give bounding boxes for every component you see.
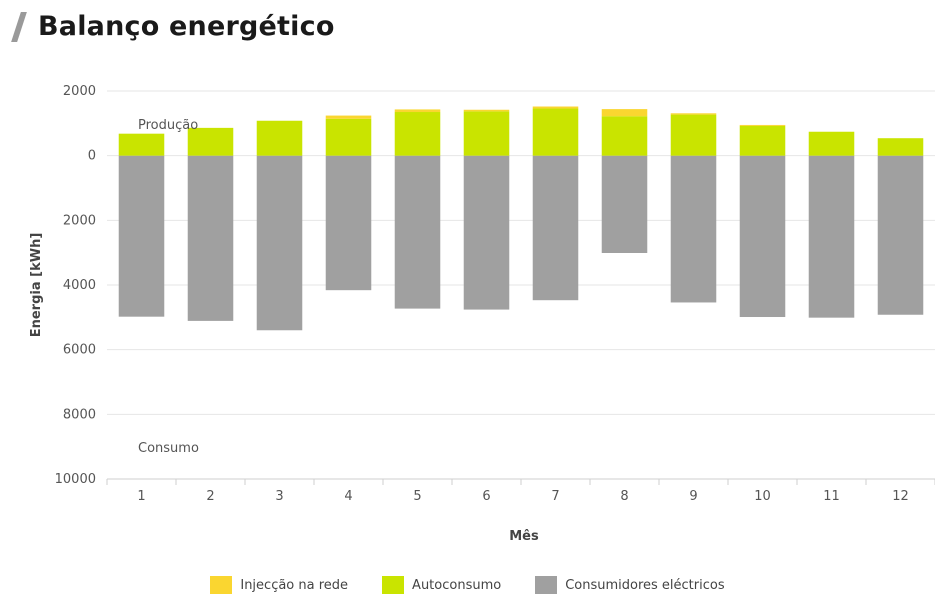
bar-consumo (601, 155, 648, 253)
y-axis-title: Energia [kWh] (29, 233, 44, 338)
x-tick-label: 7 (551, 489, 559, 504)
legend-label-autoconsumo: Autoconsumo (412, 577, 502, 593)
bar-autoconsumo (808, 131, 855, 156)
x-tick-label: 12 (892, 489, 909, 504)
y-tick-label: 0 (88, 149, 96, 164)
x-tick-label: 1 (137, 489, 145, 504)
legend-swatch-autoconsumo (382, 576, 405, 594)
bar-autoconsumo (187, 127, 234, 156)
x-tick-label: 9 (689, 489, 697, 504)
bar-injection (532, 106, 579, 109)
x-tick-label: 4 (344, 489, 352, 504)
x-tick-label: 3 (275, 489, 283, 504)
bar-autoconsumo (325, 118, 372, 156)
legend-swatch-injection (210, 576, 233, 594)
bar-autoconsumo (118, 133, 165, 156)
bar-injection (394, 109, 441, 113)
legend-item-consumo[interactable]: Consumidores eléctricos (535, 576, 725, 594)
bar-autoconsumo (670, 114, 717, 156)
legend-label-injection: Injecção na rede (240, 577, 349, 593)
y-tick-label: 2000 (63, 213, 96, 228)
bar-consumo (187, 155, 234, 321)
bar-consumo (670, 155, 717, 303)
bar-autoconsumo (463, 111, 510, 156)
bar-autoconsumo (532, 108, 579, 156)
bar-injection (463, 109, 510, 112)
y-tick-label: 4000 (63, 278, 96, 293)
y-tick-label: 2000 (63, 84, 96, 99)
x-tick-label: 2 (206, 489, 214, 504)
x-axis-title: Mês (509, 529, 539, 544)
legend-label-consumo: Consumidores eléctricos (565, 577, 725, 593)
x-tick-label: 6 (482, 489, 490, 504)
bar-autoconsumo (739, 125, 786, 156)
bar-injection (739, 124, 786, 126)
legend-swatch-consumo (535, 576, 558, 594)
legend-item-autoconsumo[interactable]: Autoconsumo (382, 576, 501, 594)
bar-consumo (532, 155, 579, 301)
bar-consumo (808, 155, 855, 318)
x-tick-label: 5 (413, 489, 421, 504)
annotation-producao: Produção (138, 118, 198, 133)
bar-autoconsumo (877, 138, 924, 156)
x-tick-label: 11 (823, 489, 840, 504)
annotation-consumo: Consumo (138, 441, 199, 456)
bar-injection (601, 109, 648, 117)
y-tick-label: 10000 (55, 472, 96, 487)
x-tick-label: 10 (754, 489, 771, 504)
bar-autoconsumo (394, 112, 441, 156)
bar-consumo (118, 155, 165, 317)
bar-consumo (394, 155, 441, 309)
bar-injection (670, 113, 717, 115)
page-title: Balanço energético (38, 10, 335, 42)
bar-consumo (877, 155, 924, 315)
bar-consumo (256, 155, 303, 331)
bar-injection (325, 115, 372, 119)
bar-autoconsumo (601, 116, 648, 156)
bar-consumo (325, 155, 372, 291)
bar-autoconsumo (256, 120, 303, 156)
bar-consumo (739, 155, 786, 318)
y-tick-label: 6000 (63, 343, 96, 358)
legend-item-injection[interactable]: Injecção na rede (210, 576, 348, 594)
chart-legend: Injecção na rede Autoconsumo Consumidore… (0, 576, 935, 594)
bar-consumo (463, 155, 510, 310)
header: Balanço energético (10, 6, 335, 46)
x-tick-label: 8 (620, 489, 628, 504)
y-tick-label: 8000 (63, 407, 96, 422)
